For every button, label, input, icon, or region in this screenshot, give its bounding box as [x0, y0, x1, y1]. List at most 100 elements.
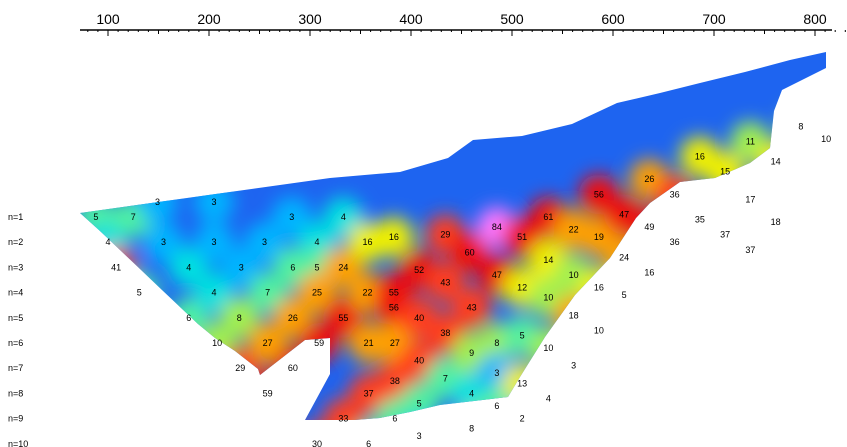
data-value-label: 8	[798, 121, 803, 131]
data-value-label: 26	[288, 313, 298, 323]
x-axis: 100 200 300 400 500 600 700 800	[80, 11, 846, 36]
data-value-label: 8	[237, 313, 242, 323]
level-label: n=8	[8, 388, 23, 398]
data-value-label: 61	[543, 212, 553, 222]
x-tick-label: 800	[803, 11, 827, 27]
data-value-label: 18	[771, 217, 781, 227]
data-value-label: 38	[440, 328, 450, 338]
data-value-label: 22	[363, 288, 373, 298]
data-value-label: 8	[469, 424, 474, 434]
data-value-label: 10	[594, 325, 604, 335]
data-value-label: 10	[821, 134, 831, 144]
data-value-label: 5	[417, 398, 422, 408]
field-cell	[451, 287, 492, 328]
field-cell	[194, 222, 235, 263]
data-value-label: 43	[467, 303, 477, 313]
data-value-label: 41	[111, 262, 121, 272]
data-value-label: 3	[494, 368, 499, 378]
data-value-label: 25	[312, 288, 322, 298]
data-value-label: 10	[543, 343, 553, 353]
data-value-label: 4	[546, 393, 551, 403]
level-label: n=1	[8, 212, 23, 222]
data-value-label: 26	[644, 174, 654, 184]
data-value-label: 16	[644, 267, 654, 277]
data-value-label: 33	[338, 414, 348, 424]
data-value-label: 7	[131, 212, 136, 222]
field-cell	[323, 297, 364, 338]
data-value-label: 27	[263, 338, 273, 348]
field-cell	[219, 297, 260, 338]
x-tick-label: 600	[601, 11, 625, 27]
data-value-label: 4	[341, 212, 346, 222]
data-value-label: 37	[364, 388, 374, 398]
data-value-label: 5	[315, 262, 320, 272]
x-tick-label: 300	[298, 11, 322, 27]
data-value-label: 18	[569, 310, 579, 320]
data-value-label: 84	[492, 222, 502, 232]
data-value-label: 56	[594, 189, 604, 199]
data-value-label: 52	[414, 265, 424, 275]
field-cell	[831, 94, 847, 134]
data-value-label: 59	[263, 388, 273, 398]
data-value-label: 10	[543, 293, 553, 303]
data-value-label: 37	[745, 245, 755, 255]
data-value-label: 43	[440, 278, 450, 288]
data-value-label: 4	[469, 388, 474, 398]
data-value-label: 40	[414, 313, 424, 323]
data-value-label: 8	[494, 338, 499, 348]
data-value-label: 60	[465, 247, 475, 257]
field-cell	[143, 222, 184, 263]
data-value-label: 4	[186, 262, 191, 272]
field-cell	[425, 262, 466, 303]
data-value-label: 21	[364, 338, 374, 348]
data-value-label: 51	[517, 232, 527, 242]
data-value-label: 59	[314, 338, 324, 348]
data-value-label: 5	[520, 330, 525, 340]
data-value-label: 15	[720, 167, 730, 177]
data-value-label: 35	[695, 215, 705, 225]
data-value-label: 14	[543, 255, 553, 265]
data-value-label: 37	[720, 230, 730, 240]
data-value-label: 5	[93, 212, 98, 222]
data-value-label: 6	[366, 439, 371, 447]
x-axis-ticks: 100 200 300 400 500 600 700 800	[87, 11, 846, 36]
field-cell	[247, 272, 288, 313]
data-value-label: 11	[746, 136, 755, 146]
data-value-label: 16	[389, 232, 399, 242]
field-cell	[168, 247, 209, 288]
field-cell	[323, 247, 364, 288]
field-cell	[247, 323, 288, 363]
resistivity-field	[80, 52, 847, 420]
field-cell	[297, 272, 338, 313]
data-value-label: 3	[571, 361, 576, 371]
data-value-label: 3	[155, 197, 160, 207]
x-tick-label: 200	[197, 11, 221, 27]
field-cell	[323, 197, 364, 237]
field-cell	[271, 197, 312, 237]
field-cell	[272, 297, 313, 338]
data-value-label: 27	[390, 338, 400, 348]
field-cell	[373, 217, 414, 258]
data-value-label: 3	[289, 212, 294, 222]
data-value-label: 3	[417, 431, 422, 441]
data-value-label: 3	[212, 237, 217, 247]
data-value-label: 4	[315, 237, 320, 247]
data-value-label: 9	[469, 348, 474, 358]
data-value-label: 24	[338, 262, 348, 272]
data-value-label: 4	[105, 237, 110, 247]
data-value-label: 38	[390, 376, 400, 386]
level-label: n=3	[8, 262, 23, 272]
data-value-label: 3	[212, 197, 217, 207]
field-cell	[449, 232, 490, 273]
x-tick-label: 100	[96, 11, 120, 27]
data-value-label: 3	[239, 262, 244, 272]
data-value-label: 13	[517, 378, 527, 388]
data-value-label: 5	[622, 290, 627, 300]
data-value-label: 10	[212, 338, 222, 348]
data-value-label: 29	[440, 230, 450, 240]
data-value-label: 6	[392, 414, 397, 424]
data-value-label: 36	[670, 237, 680, 247]
data-value-label: 55	[389, 288, 399, 298]
data-value-label: 40	[414, 356, 424, 366]
